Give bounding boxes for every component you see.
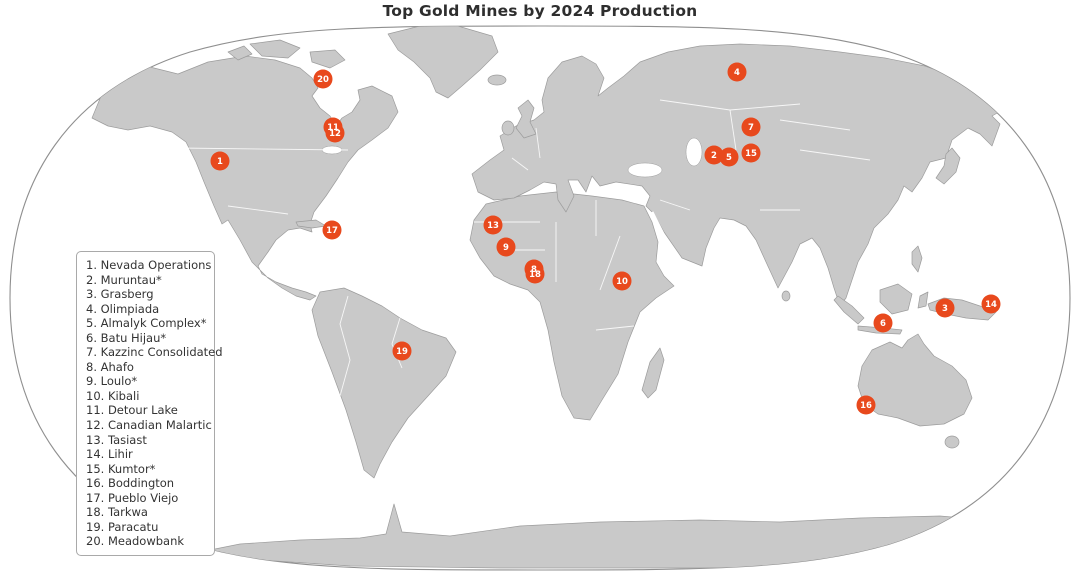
legend-item-2: 2. Muruntau* <box>86 272 162 287</box>
australia <box>857 333 973 427</box>
black-sea <box>627 162 663 178</box>
mine-marker-label-1: 1 <box>217 157 223 167</box>
map-title: Top Gold Mines by 2024 Production <box>382 2 698 20</box>
antarctica <box>199 503 1057 569</box>
legend-item-14: 14. Lihir <box>86 447 133 462</box>
mine-marker-label-4: 4 <box>734 68 740 78</box>
legend-item-18: 18. Tarkwa <box>86 505 148 520</box>
iceland <box>487 74 507 86</box>
mine-marker-16 <box>856 395 876 415</box>
mine-marker-label-8: 8 <box>531 265 537 275</box>
mine-marker-label-13: 13 <box>487 221 499 231</box>
mine-marker-13 <box>483 215 503 235</box>
mine-marker-2 <box>704 145 724 165</box>
mine-marker-20 <box>313 69 333 89</box>
legend-item-15: 15. Kumtor* <box>86 461 156 476</box>
mine-marker-label-2: 2 <box>711 151 717 161</box>
great-britain <box>515 99 537 139</box>
mine-marker-label-16: 16 <box>860 401 872 411</box>
legend-item-1: 1. Nevada Operations <box>86 258 212 272</box>
mine-marker-7 <box>741 117 761 137</box>
caspian-sea <box>685 137 703 167</box>
mine-marker-label-15: 15 <box>745 149 757 159</box>
legend-item-19: 19. Paracatu <box>86 519 159 534</box>
africa <box>469 191 675 421</box>
mine-marker-1 <box>210 151 230 171</box>
legend-item-8: 8. Ahafo <box>86 359 134 374</box>
legend-item-3: 3. Grasberg <box>86 287 154 302</box>
sumatra <box>833 295 865 325</box>
mine-marker-14 <box>981 294 1001 314</box>
legend-item-16: 16. Boddington <box>86 476 175 491</box>
mine-marker-label-11: 11 <box>327 123 339 133</box>
mine-marker-3 <box>935 298 955 318</box>
arctic-island <box>309 49 346 69</box>
mine-marker-label-10: 10 <box>616 277 628 287</box>
mine-marker-4 <box>727 62 747 82</box>
new-zealand <box>1031 439 1047 467</box>
mine-marker-label-14: 14 <box>985 300 997 310</box>
legend-item-6: 6. Batu Hijau* <box>86 330 167 345</box>
mine-marker-label-9: 9 <box>503 243 509 253</box>
borneo <box>879 283 913 315</box>
mine-marker-10 <box>612 271 632 291</box>
mine-marker-label-3: 3 <box>942 304 948 314</box>
legend-item-17: 17. Pueblo Viejo <box>86 490 179 505</box>
south-america <box>311 287 457 479</box>
arctic-island <box>249 39 301 59</box>
mine-marker-label-20: 20 <box>317 75 329 85</box>
legend-item-13: 13. Tasiast <box>86 432 147 447</box>
legend-item-10: 10. Kibali <box>86 388 140 403</box>
eurasia <box>471 43 1007 307</box>
landmasses <box>91 26 1057 569</box>
arctic-island <box>227 45 253 61</box>
legend-item-12: 12. Canadian Malartic <box>86 418 212 433</box>
mine-marker-19 <box>392 341 412 361</box>
legend-item-11: 11. Detour Lake <box>86 403 178 418</box>
sulawesi <box>917 291 929 309</box>
legend-list: 1. Nevada Operations 2. Muruntau* 3. Grasb… <box>86 258 223 549</box>
mine-marker-label-6: 6 <box>880 319 886 329</box>
cuba <box>295 219 327 229</box>
ireland <box>501 120 515 136</box>
legend-item-4: 4. Olimpiada <box>86 301 160 316</box>
legend-item-20: 20. Meadowbank <box>86 534 185 549</box>
mine-marker-17 <box>322 220 342 240</box>
legend-item-5: 5. Almalyk Complex* <box>86 316 207 331</box>
tasmania <box>944 435 960 449</box>
mine-marker-label-12: 12 <box>329 129 341 139</box>
country-borders <box>177 99 871 397</box>
legend-item-9: 9. Loulo* <box>86 374 138 389</box>
mine-marker-15 <box>741 143 761 163</box>
mine-marker-6 <box>873 313 893 333</box>
mine-marker-label-19: 19 <box>396 347 408 357</box>
legend-item-7: 7. Kazzinc Consolidated <box>86 345 223 360</box>
sri-lanka <box>781 290 791 302</box>
mine-marker-label-18: 18 <box>529 270 541 280</box>
mine-marker-label-5: 5 <box>726 153 732 163</box>
philippines <box>911 245 923 273</box>
japan <box>935 147 961 185</box>
madagascar <box>641 347 665 399</box>
mine-marker-circles <box>210 62 1001 415</box>
mine-marker-18 <box>525 264 545 284</box>
mine-marker-label-7: 7 <box>748 123 754 133</box>
mine-marker-12 <box>325 123 345 143</box>
greenland <box>387 26 499 99</box>
mine-marker-9 <box>496 237 516 257</box>
mine-marker-5 <box>719 147 739 167</box>
red-sea <box>650 211 674 253</box>
legend-box: 1. Nevada Operations 2. Muruntau* 3. Grasb… <box>76 251 223 556</box>
mine-marker-label-17: 17 <box>326 226 338 236</box>
